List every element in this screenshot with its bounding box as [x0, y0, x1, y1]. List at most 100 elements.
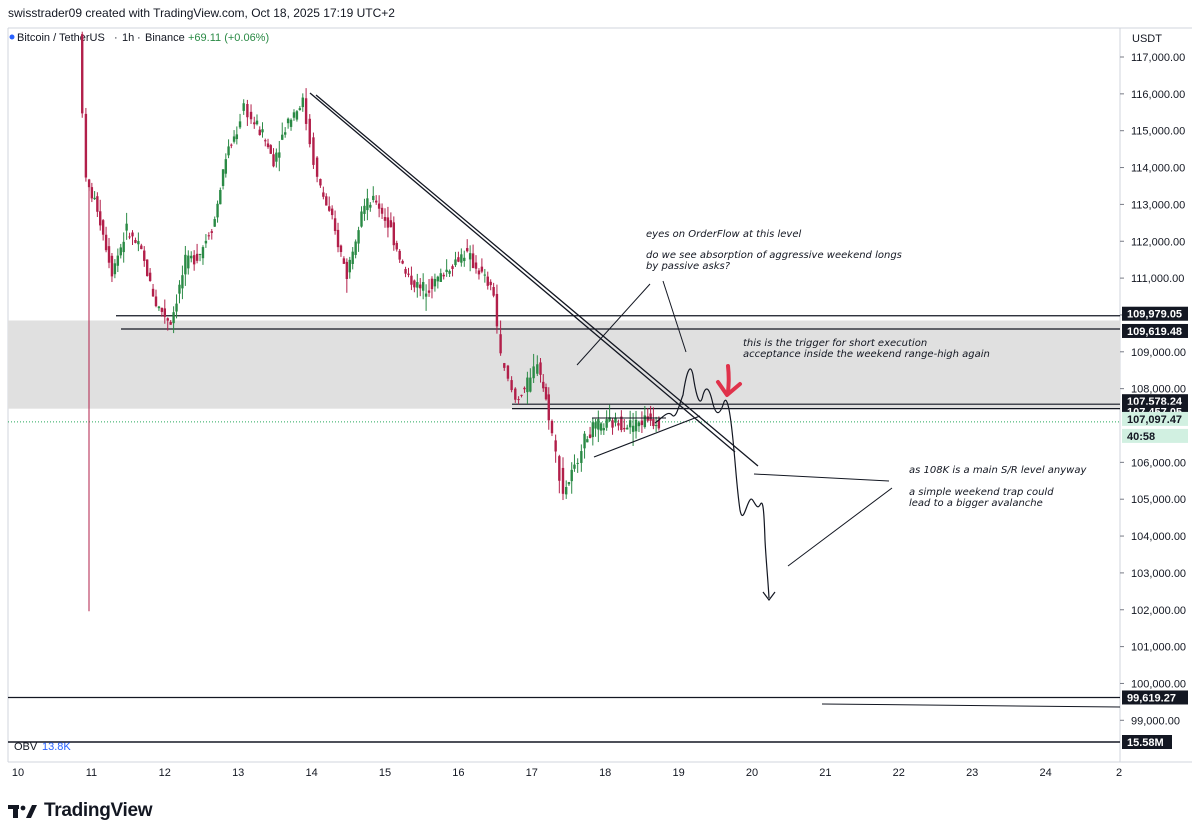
countdown-text: 40:58: [1127, 431, 1155, 443]
pointer-line: [787, 487, 893, 567]
candle-body: [184, 254, 187, 275]
triangle-support-line[interactable]: [593, 415, 701, 458]
price-tick-label: 100,000.00: [1131, 678, 1186, 690]
candle-body: [201, 247, 205, 259]
price-label-badge: [1122, 323, 1188, 338]
candle-body: [657, 419, 661, 429]
candle-body: [181, 275, 184, 289]
annotation-acceptance: acceptance inside the weekend range-high…: [743, 349, 990, 360]
candle-body: [413, 280, 416, 288]
candle-body: [611, 420, 614, 428]
candle-body: [588, 434, 592, 438]
candle-body: [224, 159, 228, 174]
candle-body: [145, 259, 149, 277]
price-label-badge: [1122, 690, 1188, 705]
candle-body: [523, 387, 526, 390]
symbol-bar[interactable]: Bitcoin / TetherUS · 1h · Binance +69.11…: [9, 32, 270, 44]
candle-body: [433, 278, 437, 287]
candle-body: [466, 248, 469, 252]
candle-body: [471, 253, 475, 268]
candle-body: [360, 211, 363, 227]
candle-body: [333, 218, 337, 232]
candle-body: [345, 261, 349, 279]
time-tick-label: 20: [746, 767, 758, 779]
candle-body: [238, 121, 242, 128]
candle-body: [480, 266, 484, 272]
candle-body: [427, 290, 431, 293]
candle-body: [468, 253, 472, 260]
candle-body: [312, 137, 315, 165]
candle-body: [134, 239, 137, 243]
projection-arrowhead: [762, 591, 776, 601]
price-tick-label: 114,000.00: [1131, 163, 1185, 175]
candle-body: [253, 122, 256, 125]
candle-body: [272, 154, 275, 167]
candle-body: [246, 104, 249, 118]
candle-body: [532, 366, 535, 379]
candle-body: [542, 381, 545, 389]
candle-body: [84, 113, 88, 178]
trendline-upper[interactable]: [309, 92, 736, 453]
candle-body: [389, 220, 393, 228]
candle-body: [304, 98, 308, 124]
price-tick-label: 103,000.00: [1131, 568, 1186, 580]
candle-body: [654, 425, 658, 427]
trendlines[interactable]: [309, 92, 759, 467]
candle-body: [503, 363, 506, 368]
candle-body: [474, 262, 478, 269]
candle-body: [298, 108, 302, 111]
candle-body: [107, 246, 111, 263]
candle-body: [526, 377, 529, 393]
price-tick-label: 111,000.00: [1131, 273, 1184, 285]
candle-body: [499, 334, 502, 354]
candle-body: [517, 399, 520, 401]
candle-body: [536, 364, 539, 374]
candle-body: [325, 196, 328, 206]
candle-body: [93, 197, 96, 200]
candle-body: [286, 118, 290, 124]
price-axis-ticks[interactable]: 117,000.00 116,000.00 115,000.00 114,000.00…: [1120, 52, 1186, 727]
candle-body: [281, 134, 284, 140]
tradingview-brand[interactable]: TradingView: [8, 798, 153, 824]
time-axis-ticks[interactable]: 10 11 12 13 14 15 16 17 18 19 20 21 22 23 24 2: [12, 767, 1122, 779]
price-tick-label: 101,000.00: [1131, 642, 1186, 654]
candle-body: [301, 97, 304, 108]
candle-body: [451, 266, 454, 269]
price-tick-label: 104,000.00: [1131, 531, 1186, 543]
candle-body: [457, 257, 460, 262]
candle-body: [363, 205, 366, 214]
candle-body: [143, 250, 146, 261]
candle-body: [424, 293, 428, 297]
symbol-pair: Bitcoin / TetherUS: [17, 32, 105, 44]
candle-body: [140, 245, 143, 250]
price-tick-label: 115,000.00: [1131, 126, 1185, 138]
candle-body: [339, 245, 343, 253]
annotation-avalanche: lead to a bigger avalanche: [909, 498, 1043, 509]
candle-body: [319, 178, 322, 186]
trendline-lower[interactable]: [315, 94, 759, 467]
price-tick-label: 109,000.00: [1131, 347, 1186, 359]
candle-body: [264, 140, 267, 142]
red-arrow-icon: [716, 364, 742, 397]
candle-body: [190, 255, 193, 259]
candle-body: [221, 169, 225, 186]
candle-body: [289, 119, 293, 127]
candle-body: [119, 247, 122, 256]
candle-body: [620, 416, 623, 431]
countdown-badge: [1122, 428, 1188, 443]
price-tick-label: 105,000.00: [1131, 494, 1186, 506]
annotation-sr-level: as 108K is a main S/R level anyway: [909, 465, 1087, 476]
candle-body: [232, 136, 236, 142]
candle-body: [439, 273, 442, 282]
weekend-range-zone: [8, 320, 1120, 409]
candle-body: [421, 282, 425, 291]
annotation-weekend-trap: a simple weekend trap could: [909, 487, 1054, 498]
candle-body: [160, 307, 164, 312]
price-tick-label: 116,000.00: [1131, 89, 1185, 101]
candle-body: [131, 232, 134, 237]
candle-body: [547, 394, 550, 421]
candle-body: [116, 255, 120, 266]
candle-body: [261, 129, 264, 133]
price-tick-label: 113,000.00: [1131, 199, 1185, 211]
